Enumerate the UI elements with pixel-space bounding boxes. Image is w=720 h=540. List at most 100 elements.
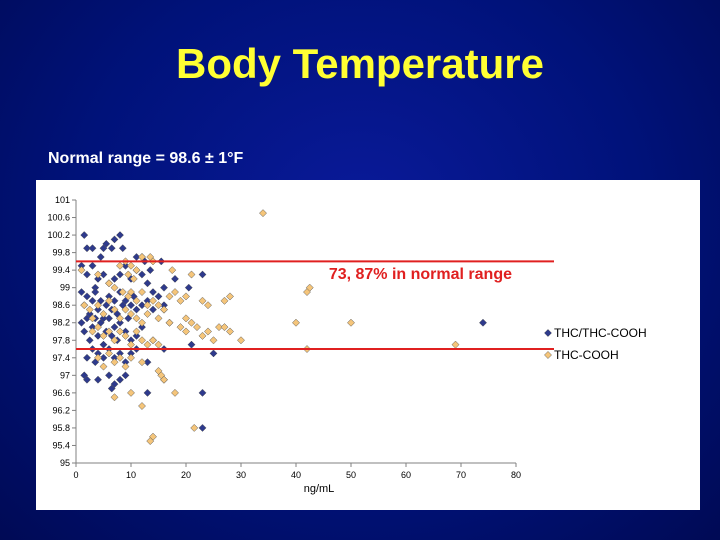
data-point-thc-thccooh <box>80 231 89 240</box>
data-point-thc-cooh <box>176 296 185 305</box>
legend-marker-thc-cooh <box>544 351 552 359</box>
data-point-thc-thccooh <box>83 292 91 301</box>
data-point-thc-thccooh <box>110 380 119 389</box>
data-point-thc-thccooh <box>99 353 108 362</box>
data-point-thc-thccooh <box>110 274 119 283</box>
y-tick-label: 95.4 <box>52 440 70 450</box>
data-point-thc-cooh <box>149 296 157 305</box>
data-point-thc-thccooh <box>105 371 113 380</box>
data-point-thc-cooh <box>143 340 152 349</box>
data-point-thc-cooh <box>138 402 146 410</box>
data-point-thc-cooh <box>451 340 460 349</box>
x-tick-label: 20 <box>181 470 191 480</box>
y-tick-label: 99.4 <box>52 265 70 275</box>
data-point-thc-cooh <box>347 318 355 327</box>
x-tick-label: 0 <box>73 470 78 480</box>
y-tick-label: 97.8 <box>52 335 70 345</box>
data-point-thc-cooh <box>143 310 152 318</box>
data-point-thc-thccooh <box>83 314 91 323</box>
data-point-thc-thccooh <box>116 231 124 240</box>
data-point-thc-cooh <box>138 336 146 345</box>
normal-range-annotation: 73, 87% in normal range <box>329 266 512 283</box>
data-point-thc-cooh <box>198 331 207 340</box>
data-point-thc-cooh <box>129 274 138 283</box>
data-point-thc-cooh <box>176 323 185 332</box>
data-point-thc-cooh <box>132 314 141 323</box>
data-point-thc-cooh <box>220 296 229 305</box>
data-point-thc-cooh <box>99 310 108 318</box>
data-point-thc-thccooh <box>83 375 91 384</box>
data-point-thc-thccooh <box>94 274 102 283</box>
data-point-thc-cooh <box>182 314 190 323</box>
data-point-thc-thccooh <box>121 371 130 380</box>
data-point-thc-thccooh <box>107 244 116 253</box>
data-point-thc-cooh <box>105 349 113 358</box>
data-point-thc-cooh <box>121 305 130 314</box>
slide-title: Body Temperature <box>176 40 544 87</box>
data-point-thc-thccooh <box>118 244 127 253</box>
data-point-thc-cooh <box>88 327 97 336</box>
x-tick-label: 30 <box>236 470 246 480</box>
data-point-thc-thccooh <box>198 270 207 279</box>
data-point-thc-cooh <box>187 270 196 279</box>
data-point-thc-cooh <box>99 362 108 371</box>
data-point-thc-thccooh <box>91 288 100 297</box>
data-point-thc-thccooh <box>146 266 155 275</box>
data-point-thc-cooh <box>226 327 234 336</box>
y-tick-label: 99 <box>60 283 70 293</box>
data-point-thc-cooh <box>94 353 102 362</box>
data-point-thc-thccooh <box>77 288 86 297</box>
data-point-thc-cooh <box>154 340 163 349</box>
data-point-thc-thccooh <box>83 353 91 362</box>
data-point-thc-cooh <box>85 305 94 314</box>
data-point-thc-cooh <box>132 327 141 336</box>
x-tick-label: 50 <box>346 470 356 480</box>
data-point-thc-cooh <box>165 292 174 301</box>
data-points <box>77 209 487 446</box>
legend: THC/THC-COOH THC-COOH <box>544 326 647 362</box>
y-tick-label: 98.6 <box>52 300 70 310</box>
data-point-thc-cooh <box>116 314 124 323</box>
data-point-thc-cooh <box>116 353 124 362</box>
data-point-thc-cooh <box>127 310 135 318</box>
y-tick-label: 99.8 <box>52 248 70 258</box>
chart-panel: 95 95.4 95.8 96.2 96.6 97 97.4 97.8 98.2 98.6 99 99… <box>36 180 700 510</box>
data-point-thc-thccooh <box>85 336 94 345</box>
data-point-thc-thccooh <box>154 292 163 301</box>
data-point-thc-thccooh <box>149 305 157 314</box>
data-point-thc-cooh <box>171 388 179 397</box>
data-point-thc-cooh <box>154 314 163 323</box>
data-point-thc-cooh <box>127 340 135 349</box>
data-point-thc-cooh <box>204 301 212 310</box>
data-point-thc-thccooh <box>143 279 152 288</box>
data-point-thc-cooh <box>259 209 267 218</box>
data-point-thc-thccooh <box>99 340 108 349</box>
data-point-thc-thccooh <box>110 296 119 305</box>
data-point-thc-cooh <box>171 288 179 297</box>
data-point-thc-cooh <box>198 296 207 305</box>
data-point-thc-thccooh <box>88 261 97 270</box>
data-point-thc-thccooh <box>138 301 146 310</box>
data-point-thc-thccooh <box>479 318 487 327</box>
data-point-thc-cooh <box>138 358 146 367</box>
data-point-thc-thccooh <box>94 375 102 384</box>
data-point-thc-cooh <box>88 314 97 323</box>
data-point-thc-thccooh <box>83 244 91 253</box>
data-point-thc-thccooh <box>116 318 124 327</box>
data-point-thc-cooh <box>305 283 314 292</box>
data-point-thc-thccooh <box>132 331 141 340</box>
y-tick-label: 97 <box>60 370 70 380</box>
y-tick-label: 97.4 <box>52 353 70 363</box>
data-point-thc-thccooh <box>116 375 124 384</box>
data-point-thc-cooh <box>77 266 86 275</box>
y-tick-label: 100.6 <box>47 213 70 223</box>
data-point-thc-thccooh <box>121 261 130 270</box>
scatter-chart: 95 95.4 95.8 96.2 96.6 97 97.4 97.8 98.2 98.6 99 99… <box>47 195 647 495</box>
data-point-thc-cooh <box>127 288 135 297</box>
data-point-thc-cooh <box>160 305 168 314</box>
legend-marker-thc-thccooh <box>544 329 552 337</box>
legend-label-thc-thccooh: THC/THC-COOH <box>554 326 647 340</box>
data-point-thc-thccooh <box>116 270 124 279</box>
data-point-thc-thccooh <box>171 274 179 283</box>
y-tick-label: 95 <box>60 458 70 468</box>
